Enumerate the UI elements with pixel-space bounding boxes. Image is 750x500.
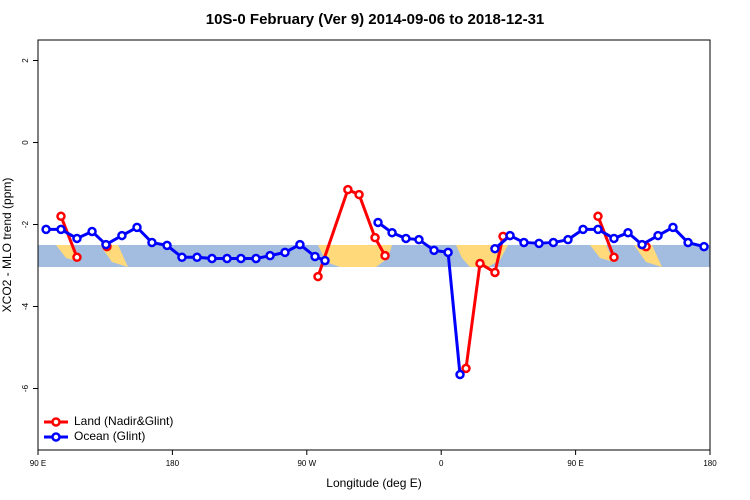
x-tick-label: 0: [439, 459, 444, 468]
legend-marker: [51, 432, 61, 442]
data-point: [265, 250, 275, 261]
data-point: [401, 233, 411, 244]
data-point: [609, 252, 619, 263]
data-point: [505, 230, 515, 241]
data-point: [609, 233, 619, 244]
data-point: [313, 271, 323, 282]
data-point: [41, 224, 51, 235]
plot-frame: [37, 39, 711, 451]
chart-title: 10S-0 February (Ver 9) 2014-09-06 to 201…: [206, 11, 545, 28]
data-point: [354, 189, 364, 200]
x-tick-label: 90 E: [567, 459, 583, 468]
data-point: [593, 224, 603, 235]
data-point: [192, 252, 202, 263]
data-point: [177, 252, 187, 263]
data-point: [72, 252, 82, 263]
data-point: [699, 241, 709, 252]
data-point: [461, 363, 471, 374]
data-point: [519, 237, 529, 248]
data-point: [320, 255, 330, 266]
data-point: [72, 233, 82, 244]
data-point: [683, 237, 693, 248]
data-point: [653, 230, 663, 241]
x-tick-label: 180: [166, 459, 180, 468]
data-point: [280, 247, 290, 258]
y-tick-label: -2: [21, 220, 30, 228]
legend-marker: [51, 417, 61, 427]
x-tick-label: 180: [703, 459, 717, 468]
data-point: [593, 211, 603, 222]
data-point: [414, 234, 424, 245]
data-point: [429, 245, 439, 256]
data-point: [222, 253, 232, 264]
y-tick-label: 2: [21, 58, 30, 63]
data-point: [251, 253, 261, 264]
legend-label: Ocean (Glint): [74, 429, 145, 443]
data-point: [117, 230, 127, 241]
data-point: [295, 239, 305, 250]
data-point: [162, 240, 172, 251]
data-point: [236, 253, 246, 264]
data-point: [563, 234, 573, 245]
data-point: [373, 217, 383, 228]
data-point: [534, 238, 544, 249]
data-point: [475, 258, 485, 269]
data-point: [56, 211, 66, 222]
data-point: [490, 243, 500, 254]
map-strip: [38, 245, 710, 267]
x-tick-label: 90 W: [297, 459, 316, 468]
series-line: [61, 190, 646, 369]
data-point: [455, 369, 465, 380]
data-point: [207, 253, 217, 264]
y-tick-label: 0: [21, 140, 30, 145]
data-point: [343, 184, 353, 195]
x-tick-label: 90 E: [30, 459, 46, 468]
y-tick-label: -6: [21, 384, 30, 392]
legend-label: Land (Nadir&Glint): [74, 414, 173, 428]
data-point: [668, 222, 678, 233]
data-point: [443, 247, 453, 258]
y-tick-label: -4: [21, 302, 30, 310]
data-point: [87, 226, 97, 237]
data-point: [637, 239, 647, 250]
y-axis-label: XCO2 - MLO trend (ppm): [0, 178, 14, 313]
data-point: [147, 237, 157, 248]
data-point: [548, 237, 559, 248]
data-point: [370, 232, 380, 243]
data-point: [310, 251, 320, 262]
data-point: [490, 267, 500, 278]
data-point: [101, 239, 111, 250]
x-axis-label: Longitude (deg E): [326, 476, 421, 490]
data-point: [132, 222, 142, 233]
data-point: [380, 250, 390, 261]
data-point: [623, 227, 633, 238]
data-point: [387, 227, 397, 238]
data-point: [578, 224, 588, 235]
data-point: [56, 224, 66, 235]
